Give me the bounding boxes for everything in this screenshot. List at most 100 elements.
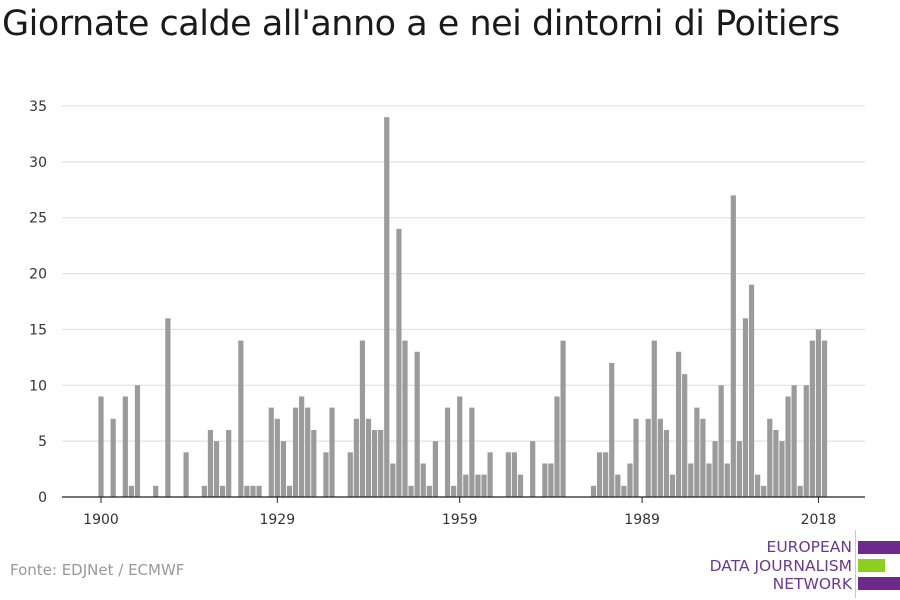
bar-1954 bbox=[426, 485, 432, 497]
bar-1997 bbox=[688, 463, 694, 497]
bar-1923 bbox=[238, 340, 244, 497]
y-tick-label: 0 bbox=[38, 490, 47, 506]
bar-1945 bbox=[372, 429, 378, 497]
axes: 0 5 10 15 20 25 30 35 1900 1929 1959 1989 2018 bbox=[29, 99, 865, 528]
bar-2007 bbox=[748, 284, 755, 497]
bar-2017 bbox=[809, 340, 815, 497]
logo-divider bbox=[855, 530, 856, 598]
bar-1921 bbox=[226, 429, 232, 497]
bar-1973 bbox=[542, 463, 548, 497]
bar-1988 bbox=[633, 418, 639, 497]
bar-1919 bbox=[213, 441, 220, 497]
bar-1906 bbox=[134, 385, 141, 497]
x-tick-label: 1989 bbox=[624, 512, 660, 528]
bar-1984 bbox=[609, 362, 615, 497]
bar-1976 bbox=[560, 340, 566, 497]
source-note: Fonte: EDJNet / ECMWF bbox=[10, 561, 185, 579]
logo-line-data-journalism: DATA JOURNALISM bbox=[709, 557, 852, 575]
bar-2008 bbox=[755, 474, 761, 497]
bar-1960 bbox=[463, 474, 469, 497]
x-tick-label: 2018 bbox=[801, 512, 837, 528]
bar-1950 bbox=[402, 340, 408, 497]
bars bbox=[98, 117, 828, 498]
bar-1967 bbox=[505, 452, 511, 497]
bar-1933 bbox=[299, 396, 305, 497]
bar-1951 bbox=[408, 485, 414, 497]
bar-1999 bbox=[700, 418, 706, 497]
bar-1968 bbox=[511, 452, 518, 497]
bar-1932 bbox=[292, 407, 299, 497]
bar-1904 bbox=[122, 396, 128, 497]
bar-1998 bbox=[694, 407, 700, 497]
bar-1934 bbox=[305, 407, 311, 497]
bar-2003 bbox=[724, 463, 730, 497]
bar-1955 bbox=[432, 441, 438, 497]
bar-2009 bbox=[761, 485, 767, 497]
bar-1937 bbox=[323, 452, 329, 497]
bar-1909 bbox=[153, 485, 159, 497]
logo-bar-purple-bottom bbox=[858, 577, 900, 590]
bar-1926 bbox=[256, 485, 262, 497]
bar-2006 bbox=[742, 318, 749, 497]
bar-1957 bbox=[444, 407, 451, 497]
bar-1943 bbox=[359, 340, 366, 497]
bar-1953 bbox=[420, 463, 426, 497]
bar-1975 bbox=[554, 396, 560, 497]
y-tick-label: 20 bbox=[29, 267, 47, 283]
logo-bar-purple-top bbox=[858, 541, 900, 554]
bar-2011 bbox=[773, 429, 779, 497]
bar-1947 bbox=[384, 117, 390, 498]
bar-2001 bbox=[712, 441, 718, 497]
bar-1918 bbox=[207, 429, 214, 497]
bar-2002 bbox=[718, 385, 724, 497]
bar-1983 bbox=[603, 452, 609, 497]
bar-1930 bbox=[280, 441, 286, 497]
bar-1963 bbox=[481, 474, 487, 497]
bar-1928 bbox=[268, 407, 274, 497]
bar-1952 bbox=[414, 351, 420, 497]
logo-line-european: EUROPEAN bbox=[766, 538, 852, 556]
bar-1987 bbox=[627, 463, 633, 497]
gridlines bbox=[62, 105, 865, 442]
bar-1931 bbox=[286, 485, 293, 497]
bar-2016 bbox=[803, 385, 809, 497]
bar-1985 bbox=[615, 474, 621, 497]
bar-1917 bbox=[201, 485, 207, 497]
bar-2000 bbox=[706, 463, 712, 497]
bar-1938 bbox=[329, 407, 335, 497]
bar-1925 bbox=[250, 485, 256, 497]
x-tick-label: 1959 bbox=[442, 512, 478, 528]
bar-1991 bbox=[651, 340, 657, 497]
bar-1995 bbox=[676, 351, 682, 497]
bar-1964 bbox=[487, 452, 493, 497]
bar-1911 bbox=[165, 318, 171, 497]
edjnet-logo[interactable]: EUROPEAN DATA JOURNALISM NETWORK bbox=[700, 528, 900, 600]
bar-1929 bbox=[274, 418, 280, 497]
bar-1946 bbox=[378, 429, 384, 497]
y-tick-label: 5 bbox=[38, 434, 47, 450]
bar-1942 bbox=[353, 418, 359, 497]
logo-bar-green bbox=[858, 559, 885, 572]
bar-2018 bbox=[815, 329, 822, 497]
bar-2010 bbox=[767, 418, 773, 497]
logo-line-network: NETWORK bbox=[772, 575, 852, 593]
bar-1900 bbox=[98, 396, 104, 497]
bar-1958 bbox=[451, 485, 457, 497]
bar-2019 bbox=[821, 340, 828, 497]
bar-1902 bbox=[110, 418, 116, 497]
bar-1990 bbox=[645, 418, 651, 497]
bar-1982 bbox=[596, 452, 603, 497]
bar-1949 bbox=[396, 228, 402, 497]
bar-1974 bbox=[548, 463, 554, 497]
bar-1962 bbox=[475, 474, 481, 497]
y-tick-label: 30 bbox=[29, 155, 47, 171]
bar-1969 bbox=[517, 474, 524, 497]
bar-2015 bbox=[797, 485, 803, 497]
bar-1920 bbox=[220, 485, 226, 497]
bar-1961 bbox=[469, 407, 475, 497]
bar-1986 bbox=[621, 485, 627, 497]
bar-2004 bbox=[730, 195, 736, 497]
bar-1993 bbox=[663, 429, 670, 497]
bar-1981 bbox=[590, 485, 597, 497]
